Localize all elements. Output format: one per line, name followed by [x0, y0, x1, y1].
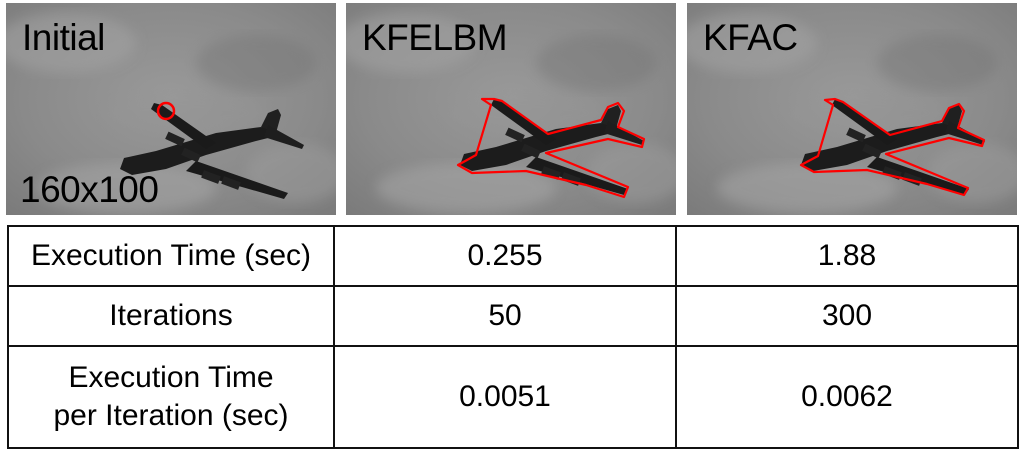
panel-title-kfelbm: KFELBM — [362, 17, 508, 58]
results-table: Execution Time (sec) 0.255 1.88 Iteratio… — [7, 225, 1019, 449]
initial-image — [6, 3, 336, 215]
panel-title-initial: Initial — [22, 17, 105, 58]
row-label-line-1: Execution Time — [68, 361, 274, 394]
kfelbm-value: 0.0051 — [333, 345, 677, 449]
row-label: Execution Time per Iteration (sec) — [7, 345, 335, 449]
kfac-contour — [799, 97, 986, 197]
kfelbm-contour — [456, 97, 646, 199]
initial-panel: Initial 160x100 — [6, 3, 336, 215]
image-size-label: 160x100 — [20, 169, 159, 210]
kfac-value: 0.0062 — [675, 345, 1019, 449]
panel-title-kfac: KFAC — [703, 17, 798, 58]
kfelbm-image — [346, 3, 676, 215]
kfac-panel: KFAC — [687, 3, 1017, 215]
kfelbm-value: 50 — [333, 285, 677, 347]
table-row: Iterations 50 300 — [7, 285, 1019, 347]
kfelbm-value: 0.255 — [333, 225, 677, 287]
table-row: Execution Time (sec) 0.255 1.88 — [7, 225, 1019, 287]
table-row: Execution Time per Iteration (sec) 0.005… — [7, 345, 1019, 449]
kfac-value: 1.88 — [675, 225, 1019, 287]
initial-contour-circle — [156, 101, 176, 121]
row-label: Iterations — [7, 285, 335, 347]
row-label: Execution Time (sec) — [7, 225, 335, 287]
kfac-image — [687, 3, 1017, 215]
kfelbm-panel: KFELBM — [346, 3, 676, 215]
kfac-value: 300 — [675, 285, 1019, 347]
row-label-line-2: per Iteration (sec) — [53, 399, 289, 432]
